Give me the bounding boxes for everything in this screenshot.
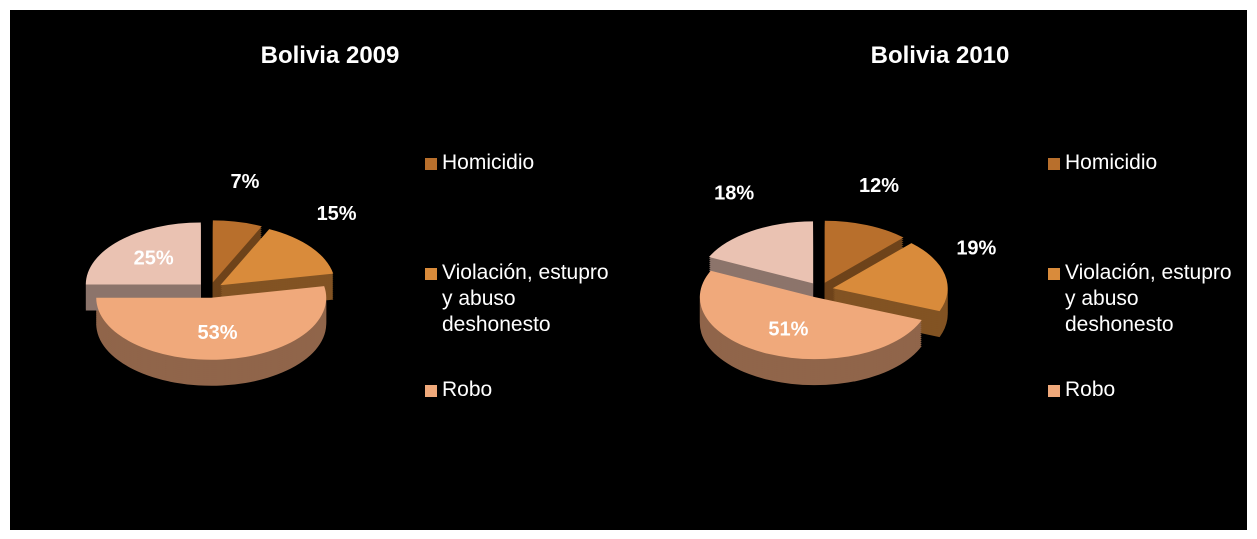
slice xyxy=(220,229,334,286)
data-label: 12% xyxy=(859,175,899,197)
chart-area: 7% 15% 53% 25% 12% 19% 51% 18% Bolivia 2009 Homic… xyxy=(10,10,1247,530)
pies: 7% 15% 53% 25% 12% 19% 51% 18% xyxy=(85,171,997,386)
legend-item: Violación, estupro y abuso deshonesto xyxy=(425,260,622,338)
legend-item: Violación, estupro y abuso deshonesto xyxy=(1048,260,1245,338)
data-label: 19% xyxy=(956,237,996,259)
slice xyxy=(85,222,201,285)
legend-swatch xyxy=(1048,158,1060,170)
legend-swatch xyxy=(425,268,437,280)
slice xyxy=(96,286,327,360)
legend-swatch xyxy=(425,385,437,397)
legend-swatch xyxy=(1048,385,1060,397)
slice xyxy=(832,243,948,312)
data-label: 25% xyxy=(134,247,174,269)
data-label: 15% xyxy=(317,203,357,225)
chart-title: Bolivia 2010 xyxy=(870,42,1010,69)
data-label: 7% xyxy=(230,171,259,193)
legend-item: Robo xyxy=(425,377,622,403)
chart-title: Bolivia 2009 xyxy=(260,42,400,69)
legend-item: Homicidio xyxy=(1048,150,1245,176)
slice xyxy=(708,221,814,284)
slice xyxy=(212,220,262,283)
slice xyxy=(824,220,904,283)
legend-swatch xyxy=(425,158,437,170)
legend-item: Robo xyxy=(1048,377,1245,403)
slice xyxy=(699,270,922,360)
data-label: 51% xyxy=(768,318,808,340)
data-label: 18% xyxy=(714,183,754,205)
legend-swatch xyxy=(1048,268,1060,280)
data-label: 53% xyxy=(197,322,237,344)
legend-item: Homicidio xyxy=(425,150,622,176)
